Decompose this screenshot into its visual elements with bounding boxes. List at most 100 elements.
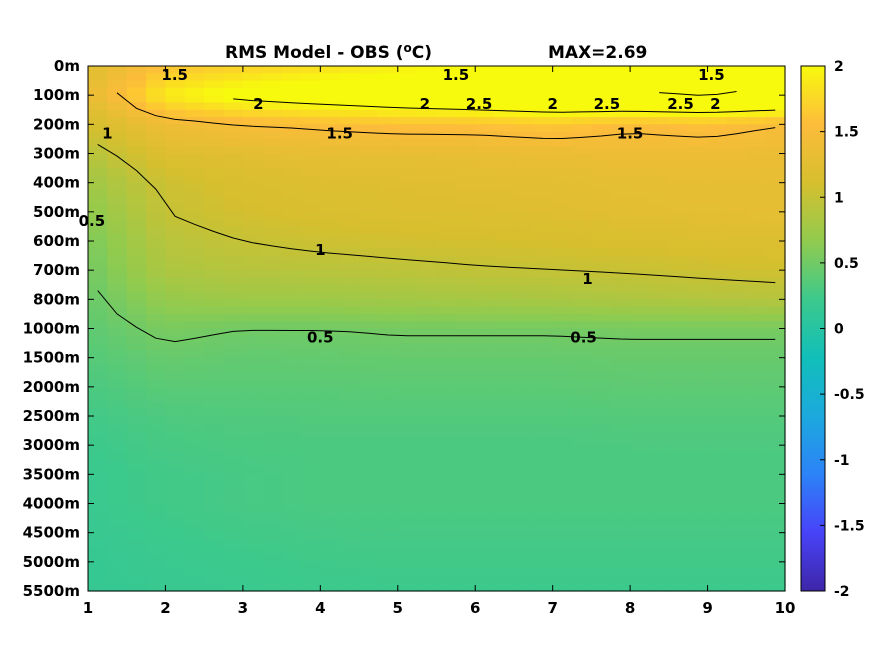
heatmap-cell (126, 569, 147, 578)
heatmap-cell (184, 343, 205, 351)
heatmap-cell (320, 102, 341, 111)
heatmap-cell (610, 452, 631, 461)
heatmap-cell (320, 153, 341, 162)
heatmap-cell (339, 66, 360, 74)
heatmap-cell (126, 408, 147, 417)
heatmap-cell (88, 160, 108, 169)
heatmap-cell (649, 248, 670, 257)
heatmap-cell (417, 146, 438, 155)
heatmap-cell (281, 248, 302, 257)
heatmap-cell (165, 146, 186, 155)
heatmap-cell (533, 204, 554, 213)
heatmap-cell (126, 117, 147, 125)
heatmap-cell (513, 211, 534, 220)
heatmap-cell (513, 138, 534, 147)
heatmap-cell (610, 364, 631, 373)
heatmap-cell (475, 467, 496, 475)
heatmap-cell (397, 467, 418, 475)
heatmap-cell (591, 510, 612, 519)
heatmap-cell (494, 124, 515, 133)
heatmap-cell (765, 379, 786, 388)
heatmap-cell (572, 117, 592, 125)
heatmap-cell (107, 219, 128, 228)
heatmap-cell (630, 102, 651, 111)
heatmap-cell (184, 160, 205, 169)
heatmap-cell (223, 175, 244, 184)
heatmap-cell (513, 372, 534, 381)
heatmap-cell (591, 138, 612, 147)
heatmap-cell (552, 241, 573, 249)
heatmap-cell (184, 335, 205, 344)
heatmap-cell (262, 401, 283, 410)
heatmap-cell (88, 328, 108, 337)
heatmap-cell (359, 335, 380, 344)
heatmap-cell (300, 386, 321, 395)
heatmap-cell (281, 182, 302, 191)
heatmap-cell (649, 474, 670, 483)
heatmap-cell (513, 525, 534, 534)
heatmap-cell (165, 226, 186, 235)
heatmap-cell (455, 124, 476, 133)
heatmap-cell (668, 204, 689, 213)
heatmap-cell (746, 80, 767, 89)
heatmap-cell (88, 547, 108, 556)
heatmap-cell (146, 87, 167, 96)
heatmap-cell (552, 131, 573, 140)
heatmap-cell (765, 467, 786, 475)
heatmap-cell (88, 313, 108, 322)
heatmap-cell (107, 226, 128, 235)
heatmap-cell (88, 262, 108, 271)
heatmap-cell (126, 168, 147, 176)
heatmap-cell (146, 437, 167, 446)
heatmap-cell (320, 510, 341, 519)
heatmap-cell (223, 189, 244, 198)
heatmap-cell (436, 124, 457, 133)
heatmap-cell (359, 124, 380, 133)
heatmap-cell (455, 153, 476, 162)
heatmap-cell (649, 401, 670, 410)
heatmap-cell (765, 95, 786, 104)
heatmap-cell (610, 204, 631, 213)
heatmap-cell (552, 569, 573, 578)
heatmap-cell (146, 95, 167, 104)
heatmap-cell (552, 452, 573, 461)
heatmap-cell (533, 182, 554, 191)
heatmap-cell (204, 481, 225, 490)
heatmap-cell (765, 153, 786, 162)
heatmap-cell (107, 576, 128, 585)
heatmap-cell (88, 131, 108, 140)
heatmap-cell (281, 109, 302, 118)
heatmap-cell (494, 561, 515, 570)
heatmap-cell (726, 313, 747, 322)
heatmap-cell (417, 364, 438, 373)
heatmap-cell (610, 335, 631, 344)
heatmap-cell (436, 211, 457, 220)
heatmap-cell (688, 146, 709, 155)
heatmap-cell (746, 66, 767, 74)
heatmap-cell (475, 386, 496, 395)
heatmap-cell (726, 539, 747, 548)
heatmap-cell (126, 255, 147, 264)
heatmap-cell (146, 474, 167, 483)
heatmap-cell (688, 364, 709, 373)
heatmap-cell (88, 467, 108, 475)
heatmap-cell (765, 547, 786, 556)
heatmap-cell (475, 503, 496, 512)
heatmap-cell (494, 226, 515, 235)
heatmap-cell (552, 117, 573, 125)
heatmap-cell (146, 350, 167, 359)
heatmap-cell (417, 437, 438, 446)
heatmap-cell (126, 364, 147, 373)
heatmap-cell (397, 386, 418, 395)
heatmap-cell (242, 95, 263, 104)
heatmap-cell (455, 197, 476, 206)
heatmap-cell (746, 452, 767, 461)
heatmap-cell (320, 66, 341, 74)
heatmap-cell (513, 459, 534, 468)
heatmap-cell (223, 503, 244, 512)
heatmap-cell (359, 277, 380, 286)
heatmap-cell (688, 306, 709, 315)
heatmap-cell (765, 401, 786, 410)
heatmap-cell (455, 233, 476, 242)
heatmap-cell (688, 66, 709, 74)
